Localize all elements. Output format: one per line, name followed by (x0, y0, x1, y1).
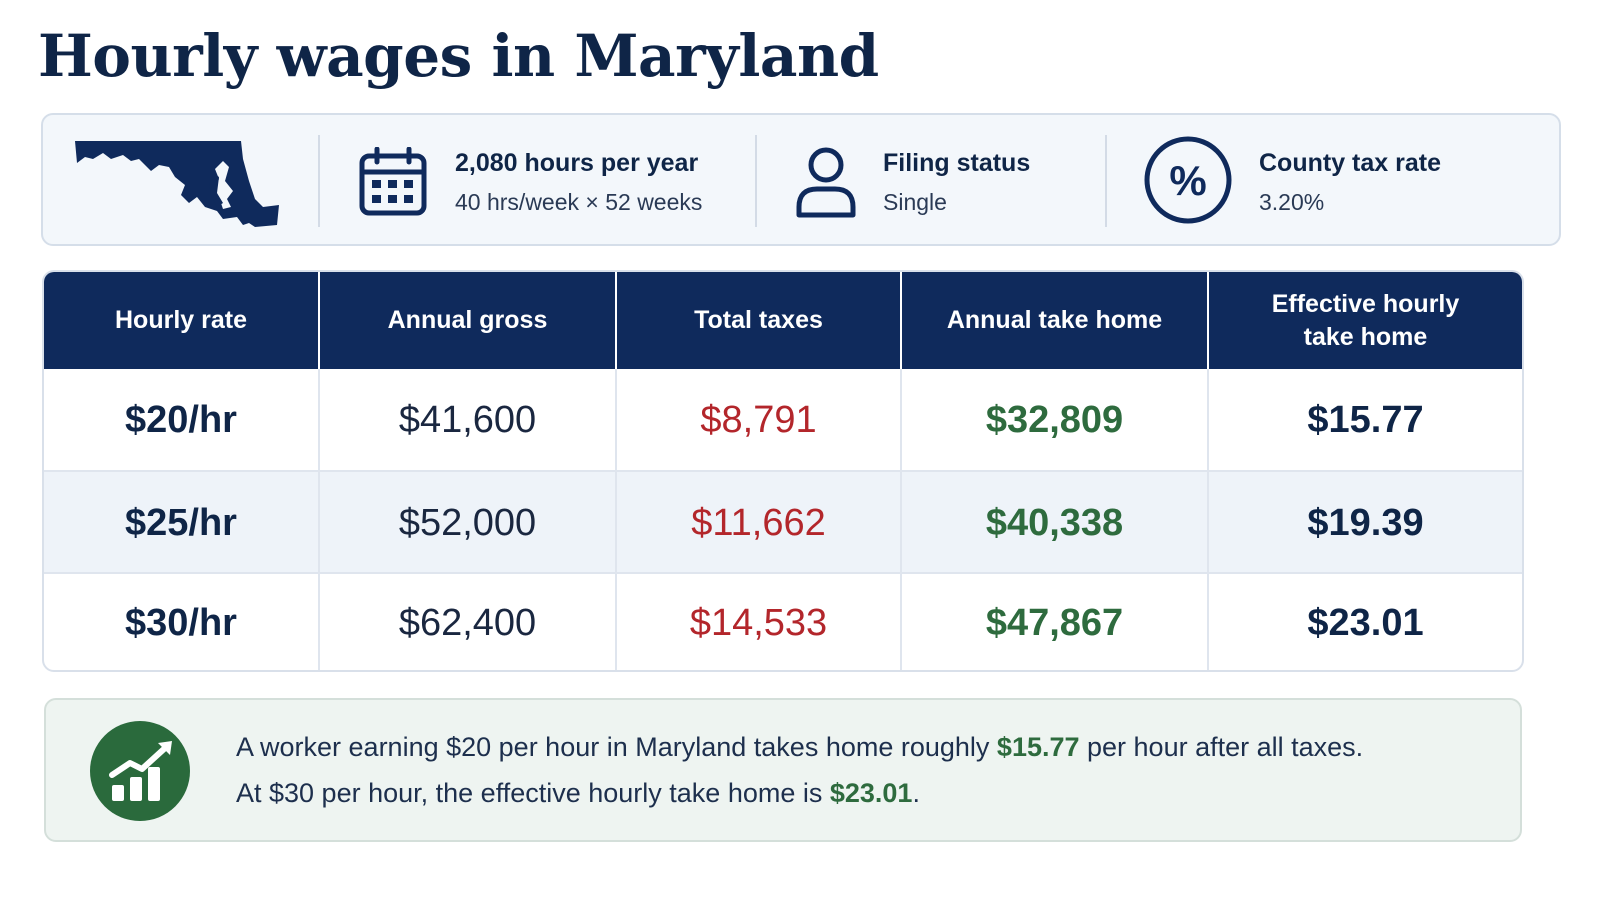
annual-gross-cell: $41,600 (398, 398, 537, 441)
effective-hourly-cell: $19.39 (1307, 501, 1424, 544)
table-row: $25/hr $52,000 $11,662 $40,338 $19.39 (44, 472, 1522, 574)
effective-hourly-cell: $23.01 (1307, 601, 1424, 644)
hourly-rate-cell: $20/hr (125, 398, 237, 441)
filing-status-label: Filing status (883, 149, 1031, 177)
header-effective-hourly: Effective hourly take home (1271, 289, 1460, 351)
annual-take-home-cell: $47,867 (985, 601, 1124, 644)
growth-chart-icon (90, 721, 190, 821)
summary-line-1: A worker earning $20 per hour in Marylan… (236, 732, 1364, 762)
hours-per-year: 2,080 hours per year (455, 149, 699, 177)
total-taxes-cell: $11,662 (691, 501, 826, 544)
annual-take-home-cell: $40,338 (985, 501, 1124, 544)
svg-text:%: % (1169, 157, 1206, 204)
header-annual-gross: Annual gross (387, 306, 548, 334)
annual-gross-cell: $62,400 (398, 601, 537, 644)
highlight-value: $15.77 (996, 732, 1080, 762)
hourly-rate-cell: $30/hr (125, 601, 237, 644)
assumptions-bar: 2,080 hours per year 40 hrs/week × 52 we… (41, 113, 1561, 246)
table-row: $20/hr $41,600 $8,791 $32,809 $15.77 (44, 369, 1522, 471)
header-total-taxes: Total taxes (694, 306, 823, 334)
filing-status-value: Single (883, 189, 947, 215)
header-annual-take-home: Annual take home (946, 306, 1163, 334)
annual-gross-cell: $52,000 (398, 501, 537, 544)
highlight-value: $23.01 (829, 778, 913, 808)
calendar-icon (359, 146, 427, 222)
table-row: $30/hr $62,400 $14,533 $47,867 $23.01 (44, 572, 1522, 670)
hours-breakdown: 40 hrs/week × 52 weeks (455, 189, 703, 215)
county-tax-label: County tax rate (1259, 149, 1441, 177)
county-tax-value: 3.20% (1259, 189, 1325, 215)
effective-hourly-cell: $15.77 (1307, 398, 1424, 441)
person-icon (795, 145, 857, 224)
maryland-map-icon (73, 137, 283, 234)
summary-line-2: At $30 per hour, the effective hourly ta… (236, 778, 920, 808)
annual-take-home-cell: $32,809 (985, 398, 1124, 441)
total-taxes-cell: $14,533 (689, 601, 828, 644)
wage-table: Hourly rate Annual gross Total taxes Ann… (42, 270, 1524, 672)
total-taxes-cell: $8,791 (700, 398, 817, 441)
hourly-rate-cell: $25/hr (125, 501, 237, 544)
summary-callout: A worker earning $20 per hour in Marylan… (44, 698, 1522, 842)
table-header: Hourly rate Annual gross Total taxes Ann… (44, 272, 1522, 369)
divider (755, 135, 757, 227)
percent-icon: % (1143, 135, 1233, 230)
divider (1105, 135, 1107, 227)
header-hourly-rate: Hourly rate (115, 306, 247, 334)
divider (318, 135, 320, 227)
page-title: Hourly wages in Maryland (38, 22, 879, 90)
